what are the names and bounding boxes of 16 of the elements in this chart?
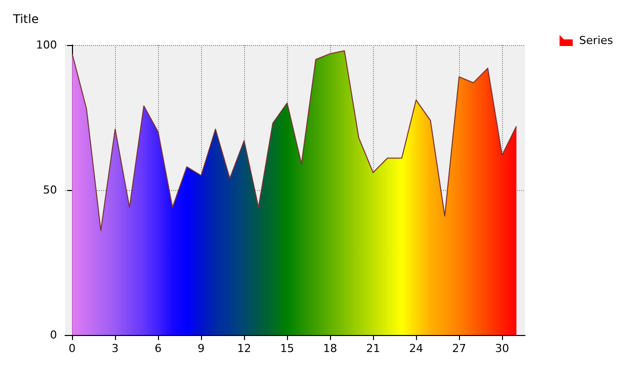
chart-title: Title [12,12,39,26]
x-tick-label: 0 [68,342,76,355]
x-tick-label: 24 [409,342,424,355]
x-tick-label: 9 [198,342,205,355]
x-tick-label: 30 [495,342,510,355]
x-tick-label: 12 [237,342,252,355]
x-tick-label: 15 [280,342,294,355]
x-tick-label: 6 [154,342,162,355]
legend-label: Series [579,34,614,47]
x-tick-label: 18 [323,342,338,355]
y-tick-label: 100 [36,38,57,52]
x-tick-label: 21 [366,342,380,355]
y-tick-label: 0 [50,328,57,342]
x-tick-label: 27 [452,342,466,355]
y-tick-label: 50 [43,184,57,196]
x-tick-label: 3 [112,342,119,355]
